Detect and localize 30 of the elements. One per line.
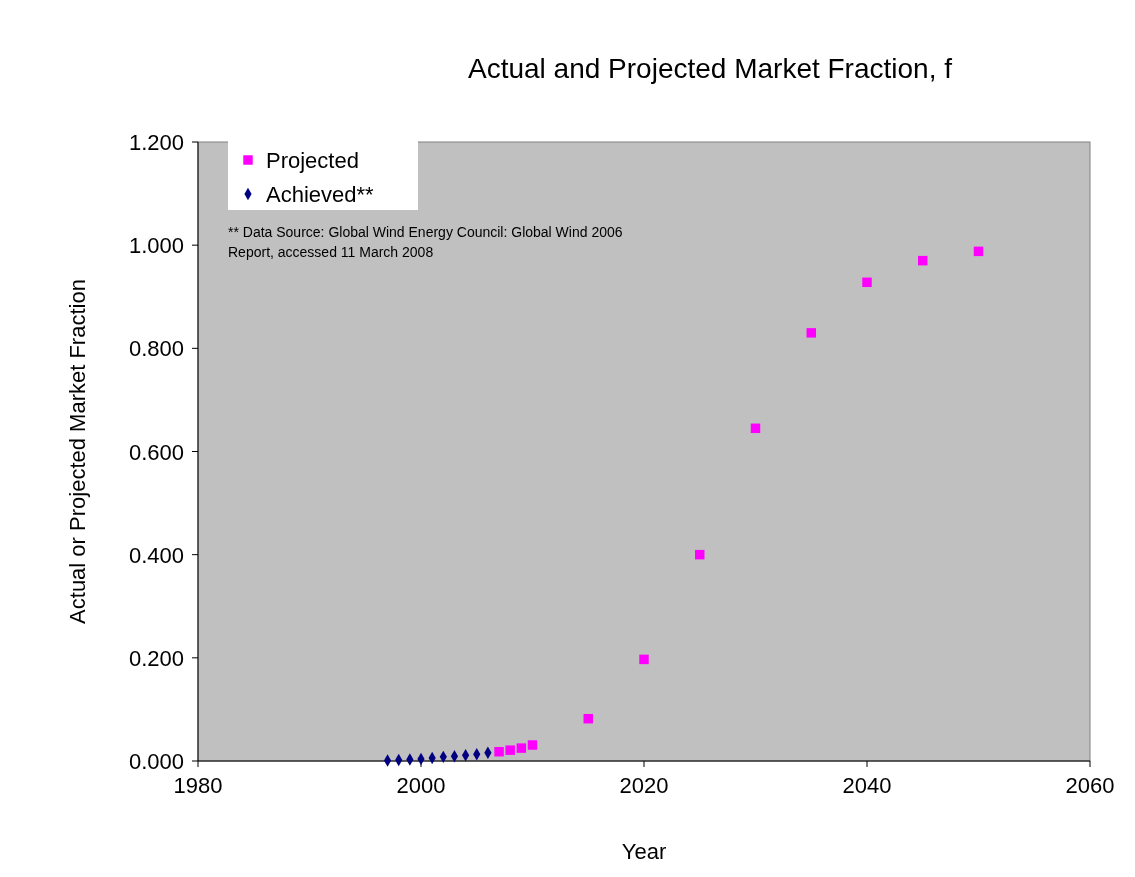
point [973,246,984,257]
point [806,328,816,338]
point [862,277,872,288]
point [527,740,538,750]
x-tick-label: 2040 [842,773,892,798]
point [494,746,504,757]
y-tick-label: 0.800 [128,336,184,362]
legend-label: Achieved** [266,182,375,207]
x-axis-title: Year [621,839,667,864]
y-tick-label: 0.600 [128,439,184,465]
point [516,743,527,753]
y-tick-label: 0.000 [128,749,184,774]
x-tick-label: 2000 [396,773,446,798]
point [695,549,705,560]
annotation: ** Data Source: Global Wind Energy Council: Global Wind 2006 Report, accessed 11 March 2008 [228,224,623,260]
y-tick-label: 0.200 [128,645,184,671]
chart-title: Actual and Projected Market Fraction, f [468,53,953,84]
x-tick-label: 2060 [1065,773,1115,798]
y-tick-label: 0.400 [128,542,184,568]
point [639,654,649,665]
point [505,745,515,755]
point [750,423,761,434]
point [918,255,928,266]
y-tick-label: 1.000 [128,233,184,259]
x-tick-label: 2020 [619,773,669,798]
x-tick-label: 1980 [173,773,223,798]
point [583,713,593,724]
y-axis-title: Actual or Projected Market Fraction [65,279,90,624]
legend-label: Projected [266,148,359,173]
y-tick-label: 1.200 [128,130,184,155]
